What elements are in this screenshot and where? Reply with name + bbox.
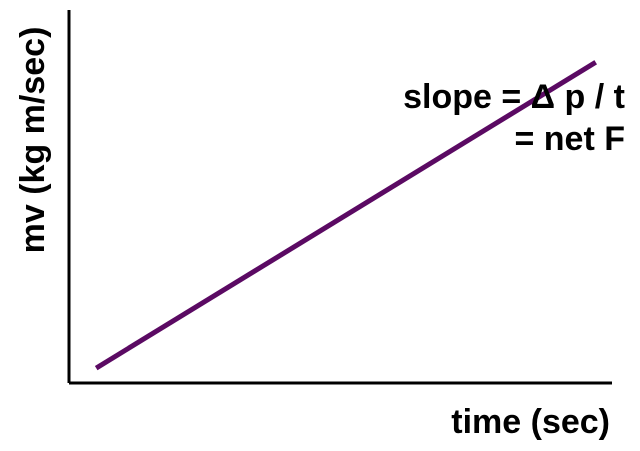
y-axis-label: mv (kg m/sec) (14, 27, 52, 254)
x-axis-label: time (sec) (451, 403, 610, 441)
net-force-annotation: = net F (514, 120, 625, 158)
slope-annotation: slope = Δ p / t (403, 78, 625, 116)
series-line-0 (94, 60, 598, 371)
plot-area (67, 10, 612, 385)
series-layer (94, 60, 598, 371)
